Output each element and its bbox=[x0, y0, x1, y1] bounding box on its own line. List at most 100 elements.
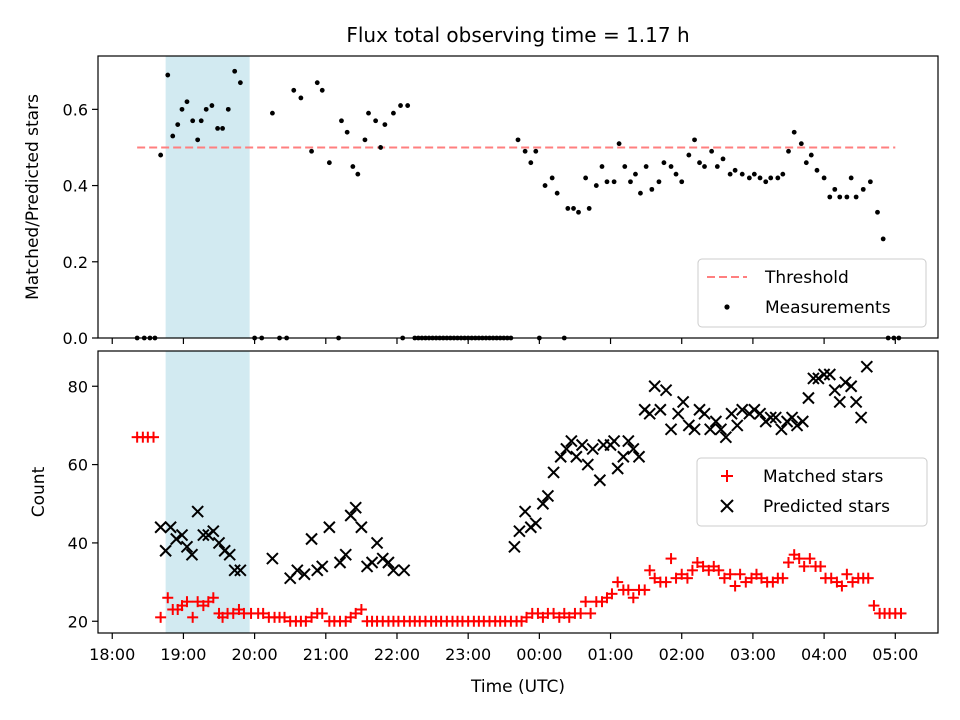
matched-point bbox=[148, 431, 160, 443]
measurement-point bbox=[867, 179, 873, 185]
predicted-point bbox=[298, 568, 311, 581]
predicted-point bbox=[365, 556, 379, 569]
measurement-point bbox=[814, 167, 820, 173]
predicted-point bbox=[212, 536, 226, 550]
matched-point bbox=[798, 560, 810, 572]
x-tick-label: 00:00 bbox=[516, 645, 562, 664]
measurement-point bbox=[727, 171, 733, 177]
predicted-point bbox=[376, 552, 389, 565]
measurement-point bbox=[522, 148, 528, 154]
x-tick-label: 04:00 bbox=[801, 645, 847, 664]
x-tick-label: 05:00 bbox=[872, 645, 918, 664]
x-tick-label: 23:00 bbox=[445, 645, 491, 664]
measurement-point bbox=[757, 175, 763, 181]
predicted-point bbox=[736, 403, 749, 416]
measurement-point bbox=[576, 209, 581, 215]
predicted-point bbox=[518, 505, 532, 518]
measurement-point bbox=[714, 164, 720, 169]
measurement-point bbox=[702, 164, 707, 169]
predicted-point bbox=[234, 564, 247, 577]
measurement-point bbox=[638, 190, 643, 196]
matched-point bbox=[257, 607, 269, 619]
matched-point bbox=[804, 553, 816, 565]
measurement-point bbox=[622, 164, 628, 169]
measurement-points bbox=[134, 68, 902, 341]
matched-point bbox=[665, 553, 677, 565]
legend-box bbox=[696, 457, 928, 527]
measurement-point bbox=[549, 175, 555, 181]
matched-point bbox=[836, 580, 848, 592]
predicted-point bbox=[839, 376, 852, 389]
measurement-point bbox=[314, 80, 320, 86]
measurement-point bbox=[179, 106, 185, 112]
y-tick-label: 60 bbox=[68, 456, 88, 475]
measurement-point bbox=[668, 164, 674, 169]
matched-point bbox=[575, 607, 587, 619]
measurement-point bbox=[686, 152, 692, 158]
matched-point bbox=[660, 576, 672, 588]
predicted-point bbox=[817, 368, 831, 381]
y-axis-label: Matched/Predicted stars bbox=[23, 94, 43, 300]
predicted-point bbox=[648, 380, 661, 393]
predicted-point bbox=[291, 564, 304, 577]
predicted-point bbox=[397, 564, 411, 577]
predicted-point bbox=[807, 372, 820, 385]
measurement-point bbox=[209, 103, 215, 108]
matched-point bbox=[279, 611, 291, 623]
predicted-point bbox=[581, 458, 594, 471]
predicted-point bbox=[164, 521, 177, 534]
measurement-point bbox=[791, 129, 797, 135]
measurement-point bbox=[237, 80, 243, 86]
predicted-point bbox=[748, 403, 761, 416]
matched-point bbox=[681, 572, 693, 584]
predicted-point bbox=[643, 407, 656, 420]
predicted-point bbox=[197, 528, 210, 542]
x-tick-label: 19:00 bbox=[160, 645, 206, 664]
matched-point bbox=[895, 607, 907, 619]
predicted-point bbox=[833, 395, 846, 409]
predicted-point bbox=[659, 383, 673, 397]
legend-predicted-label: Predicted stars bbox=[763, 497, 890, 517]
measurement-point bbox=[780, 171, 786, 177]
x-tick-label: 20:00 bbox=[232, 645, 278, 664]
predicted-point bbox=[266, 552, 279, 565]
predicted-point bbox=[802, 391, 815, 405]
matched-point bbox=[783, 557, 795, 568]
measurement-point bbox=[751, 171, 757, 177]
matched-point bbox=[724, 568, 736, 580]
measurement-point bbox=[215, 126, 220, 131]
measurement-point bbox=[656, 179, 662, 185]
predicted-point bbox=[316, 560, 329, 573]
predicted-point bbox=[349, 501, 362, 514]
matched-point bbox=[300, 615, 312, 627]
measurement-point bbox=[195, 137, 201, 143]
matched-point bbox=[734, 568, 746, 580]
measurement-point bbox=[554, 190, 560, 196]
predicted-point bbox=[387, 564, 400, 577]
measurement-point bbox=[355, 171, 361, 177]
legend-predicted-swatch bbox=[720, 499, 734, 513]
measurement-point bbox=[679, 179, 685, 185]
matched-point bbox=[740, 576, 752, 588]
measurement-point bbox=[661, 160, 667, 166]
measurement-point bbox=[853, 194, 859, 200]
predicted-point bbox=[828, 383, 841, 397]
matched-point bbox=[227, 607, 239, 619]
matched-point bbox=[612, 576, 624, 588]
predicted-point bbox=[355, 521, 368, 534]
measurement-point bbox=[170, 133, 176, 139]
predicted-point bbox=[185, 548, 199, 561]
predicted-point bbox=[796, 415, 809, 428]
x-tick-label: 01:00 bbox=[587, 645, 633, 664]
matched-point bbox=[306, 611, 318, 623]
ratio-panel: 0.0 0.2 0.4 0.6 Matched/Predicted stars Thr… bbox=[23, 55, 939, 348]
matched-point bbox=[187, 611, 199, 623]
predicted-point bbox=[339, 548, 352, 561]
matched-point bbox=[207, 592, 219, 604]
predicted-point bbox=[547, 466, 560, 479]
matched-point bbox=[548, 607, 560, 619]
predicted-point bbox=[854, 411, 868, 424]
shaded-region bbox=[165, 56, 250, 338]
legend-threshold-label: Threshold bbox=[764, 268, 849, 288]
